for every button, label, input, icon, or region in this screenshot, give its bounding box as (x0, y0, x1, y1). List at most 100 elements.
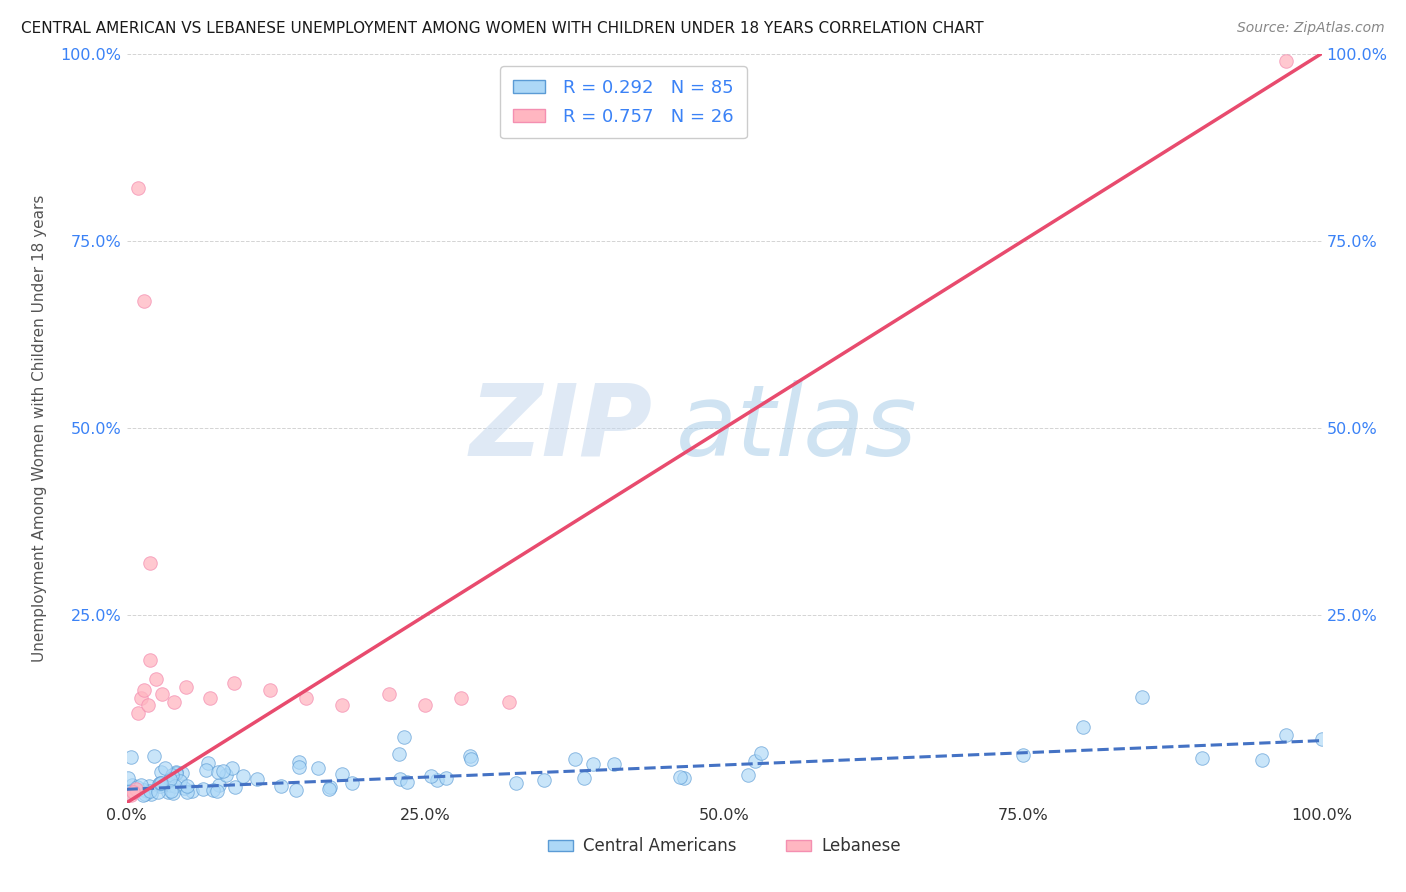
Point (270, 779, 292, 793)
Point (208, 778, 231, 792)
Point (127, 706, 149, 720)
Point (232, 770, 254, 784)
Point (148, 777, 170, 791)
Point (737, 768, 759, 782)
Point (668, 770, 690, 784)
Point (582, 756, 605, 771)
Point (193, 782, 215, 797)
Point (744, 754, 766, 768)
Point (388, 747, 411, 762)
Point (165, 765, 187, 780)
Point (136, 698, 159, 713)
Point (434, 771, 457, 785)
Point (221, 761, 243, 775)
Point (150, 776, 173, 790)
Point (121, 784, 143, 798)
Point (450, 690, 472, 705)
Point (533, 772, 555, 787)
Point (138, 779, 160, 793)
Point (1130, 690, 1153, 705)
Point (163, 780, 186, 794)
Point (1274, 728, 1296, 742)
Point (173, 780, 195, 795)
Point (259, 683, 281, 698)
Point (122, 784, 145, 798)
Point (117, 771, 139, 785)
Point (159, 778, 181, 792)
Legend: Central Americans, Lebanese: Central Americans, Lebanese (541, 830, 907, 862)
Point (170, 766, 193, 780)
Point (120, 789, 142, 803)
Point (121, 778, 143, 792)
Point (205, 783, 228, 797)
Point (246, 772, 269, 786)
Point (127, 181, 149, 195)
Point (142, 749, 165, 764)
Point (1011, 748, 1033, 763)
Point (162, 786, 184, 800)
Text: Source: ZipAtlas.com: Source: ZipAtlas.com (1237, 21, 1385, 35)
Point (572, 772, 595, 786)
Point (129, 690, 152, 705)
Point (1310, 732, 1333, 747)
Point (156, 784, 179, 798)
Point (149, 776, 172, 790)
Point (200, 690, 222, 705)
Point (149, 779, 172, 793)
Point (181, 784, 204, 798)
Point (426, 772, 449, 787)
Point (392, 730, 415, 744)
Point (138, 784, 160, 798)
Point (1071, 720, 1094, 734)
Point (159, 772, 181, 787)
Point (212, 764, 235, 778)
Point (134, 293, 156, 308)
Point (163, 695, 186, 709)
Point (132, 788, 155, 802)
Text: CENTRAL AMERICAN VS LEBANESE UNEMPLOYMENT AMONG WOMEN WITH CHILDREN UNDER 18 YEA: CENTRAL AMERICAN VS LEBANESE UNEMPLOYMEN… (21, 21, 984, 36)
Point (222, 676, 246, 690)
Point (318, 780, 340, 794)
Point (318, 781, 340, 796)
Point (288, 755, 311, 769)
Point (134, 787, 156, 801)
Point (215, 767, 238, 781)
Point (125, 781, 148, 796)
Point (330, 767, 353, 781)
Point (201, 783, 224, 797)
Point (458, 749, 481, 764)
Point (139, 653, 162, 667)
Point (1250, 753, 1272, 767)
Point (294, 690, 316, 705)
Point (749, 746, 772, 760)
Point (498, 695, 520, 709)
Text: ZIP: ZIP (470, 380, 652, 476)
Point (378, 687, 401, 701)
Point (145, 672, 167, 686)
Point (165, 766, 187, 780)
Point (395, 775, 418, 789)
Point (389, 772, 412, 786)
Point (1191, 751, 1213, 765)
Point (207, 764, 229, 779)
Y-axis label: Unemployment Among Women with Children Under 18 years: Unemployment Among Women with Children U… (32, 194, 46, 662)
Point (419, 769, 441, 783)
Point (153, 761, 176, 775)
Point (169, 774, 191, 789)
Point (160, 767, 183, 781)
Point (134, 683, 156, 698)
Point (413, 698, 436, 713)
Point (564, 752, 586, 766)
Point (285, 782, 308, 797)
Point (287, 760, 309, 774)
Point (342, 776, 364, 790)
Point (603, 756, 626, 771)
Point (125, 780, 148, 795)
Point (176, 784, 198, 798)
Point (121, 782, 143, 797)
Point (197, 756, 219, 771)
Point (159, 784, 181, 798)
Point (146, 785, 169, 799)
Point (117, 785, 139, 799)
Point (308, 761, 330, 775)
